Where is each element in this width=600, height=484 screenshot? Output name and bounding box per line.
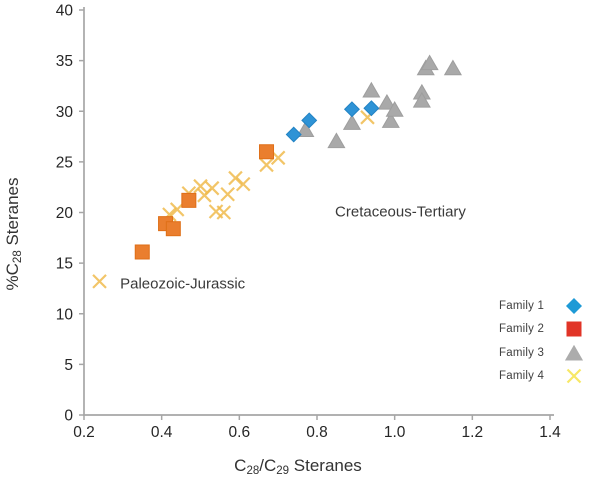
legend-item-family-2: Family 2	[499, 318, 583, 342]
data-point-triangle	[381, 112, 400, 128]
data-point-diamond	[363, 100, 380, 117]
series-family-3	[296, 54, 462, 149]
data-point-triangle	[362, 81, 381, 98]
data-point-x	[216, 205, 232, 220]
legend-item-label: Family 4	[499, 370, 545, 383]
x-tick-label: 0.4	[151, 424, 173, 441]
legend-marker-diamond-icon	[565, 297, 583, 314]
data-point-x	[566, 368, 582, 384]
data-point-x	[259, 157, 274, 173]
legend-item-label: Family 2	[499, 323, 545, 336]
y-tick-label: 5	[64, 357, 73, 374]
legend-marker-triangle-icon	[565, 344, 583, 361]
y-tick-label: 0	[64, 408, 73, 425]
legend-item-family-3: Family 3	[499, 341, 583, 365]
y-tick-label: 20	[56, 205, 74, 222]
data-point-x	[193, 178, 208, 194]
y-tick-label: 25	[56, 154, 73, 171]
data-point-triangle	[443, 59, 462, 76]
y-tick-label: 10	[56, 306, 74, 323]
data-point-x	[204, 180, 220, 196]
legend-marker-x-icon	[566, 368, 582, 384]
annotation-label: Paleozoic-Jurassic	[120, 275, 246, 292]
legend-item-label: Family 3	[499, 346, 545, 359]
data-point-square	[566, 321, 582, 337]
series-family-1	[285, 100, 380, 143]
y-tick-label: 15	[56, 256, 73, 273]
data-point-triangle	[412, 91, 431, 108]
data-point-triangle	[385, 101, 404, 117]
data-point-square	[134, 244, 150, 260]
data-point-square	[165, 221, 181, 237]
x-tick-label: 1.0	[384, 424, 406, 441]
x-tick-label: 0.6	[229, 424, 251, 441]
data-point-triangle	[296, 121, 315, 137]
data-point-x	[228, 170, 243, 186]
data-point-diamond	[301, 112, 318, 129]
data-point-x	[220, 186, 235, 202]
legend-item-label: Family 1	[499, 299, 545, 312]
legend-item-family-1: Family 1	[499, 294, 583, 318]
data-point-diamond	[285, 126, 302, 143]
data-point-x	[92, 274, 107, 289]
data-point-triangle	[420, 54, 439, 71]
y-axis-title: %C28 Steranes	[3, 178, 24, 291]
data-point-triangle	[327, 132, 346, 149]
data-point-triangle	[377, 93, 396, 110]
y-tick-label: 30	[56, 104, 74, 121]
legend-item-family-4: Family 4	[499, 365, 583, 389]
series-family-4	[92, 110, 375, 289]
data-point-square	[181, 192, 197, 208]
x-tick-label: 1.2	[462, 424, 484, 441]
data-point-triangle	[565, 344, 583, 361]
x-tick-label: 1.4	[539, 424, 561, 441]
x-tick-label: 0.8	[306, 424, 328, 441]
y-tick-label: 35	[56, 53, 73, 70]
data-point-diamond	[565, 297, 583, 314]
chart-legend: Family 1 Family 2 Family 3 Family 4	[499, 294, 583, 388]
x-tick-label: 0.2	[73, 424, 95, 441]
data-point-square	[259, 144, 275, 160]
data-point-triangle	[342, 114, 362, 130]
series-family-2	[134, 144, 275, 260]
data-point-x	[235, 176, 251, 192]
y-tick-label: 40	[56, 3, 74, 20]
x-axis-title: C28/C29 Steranes	[234, 456, 362, 477]
legend-marker-square-icon	[566, 321, 582, 337]
annotation-label: Cretaceous-Tertiary	[335, 203, 466, 220]
data-point-diamond	[343, 101, 360, 118]
